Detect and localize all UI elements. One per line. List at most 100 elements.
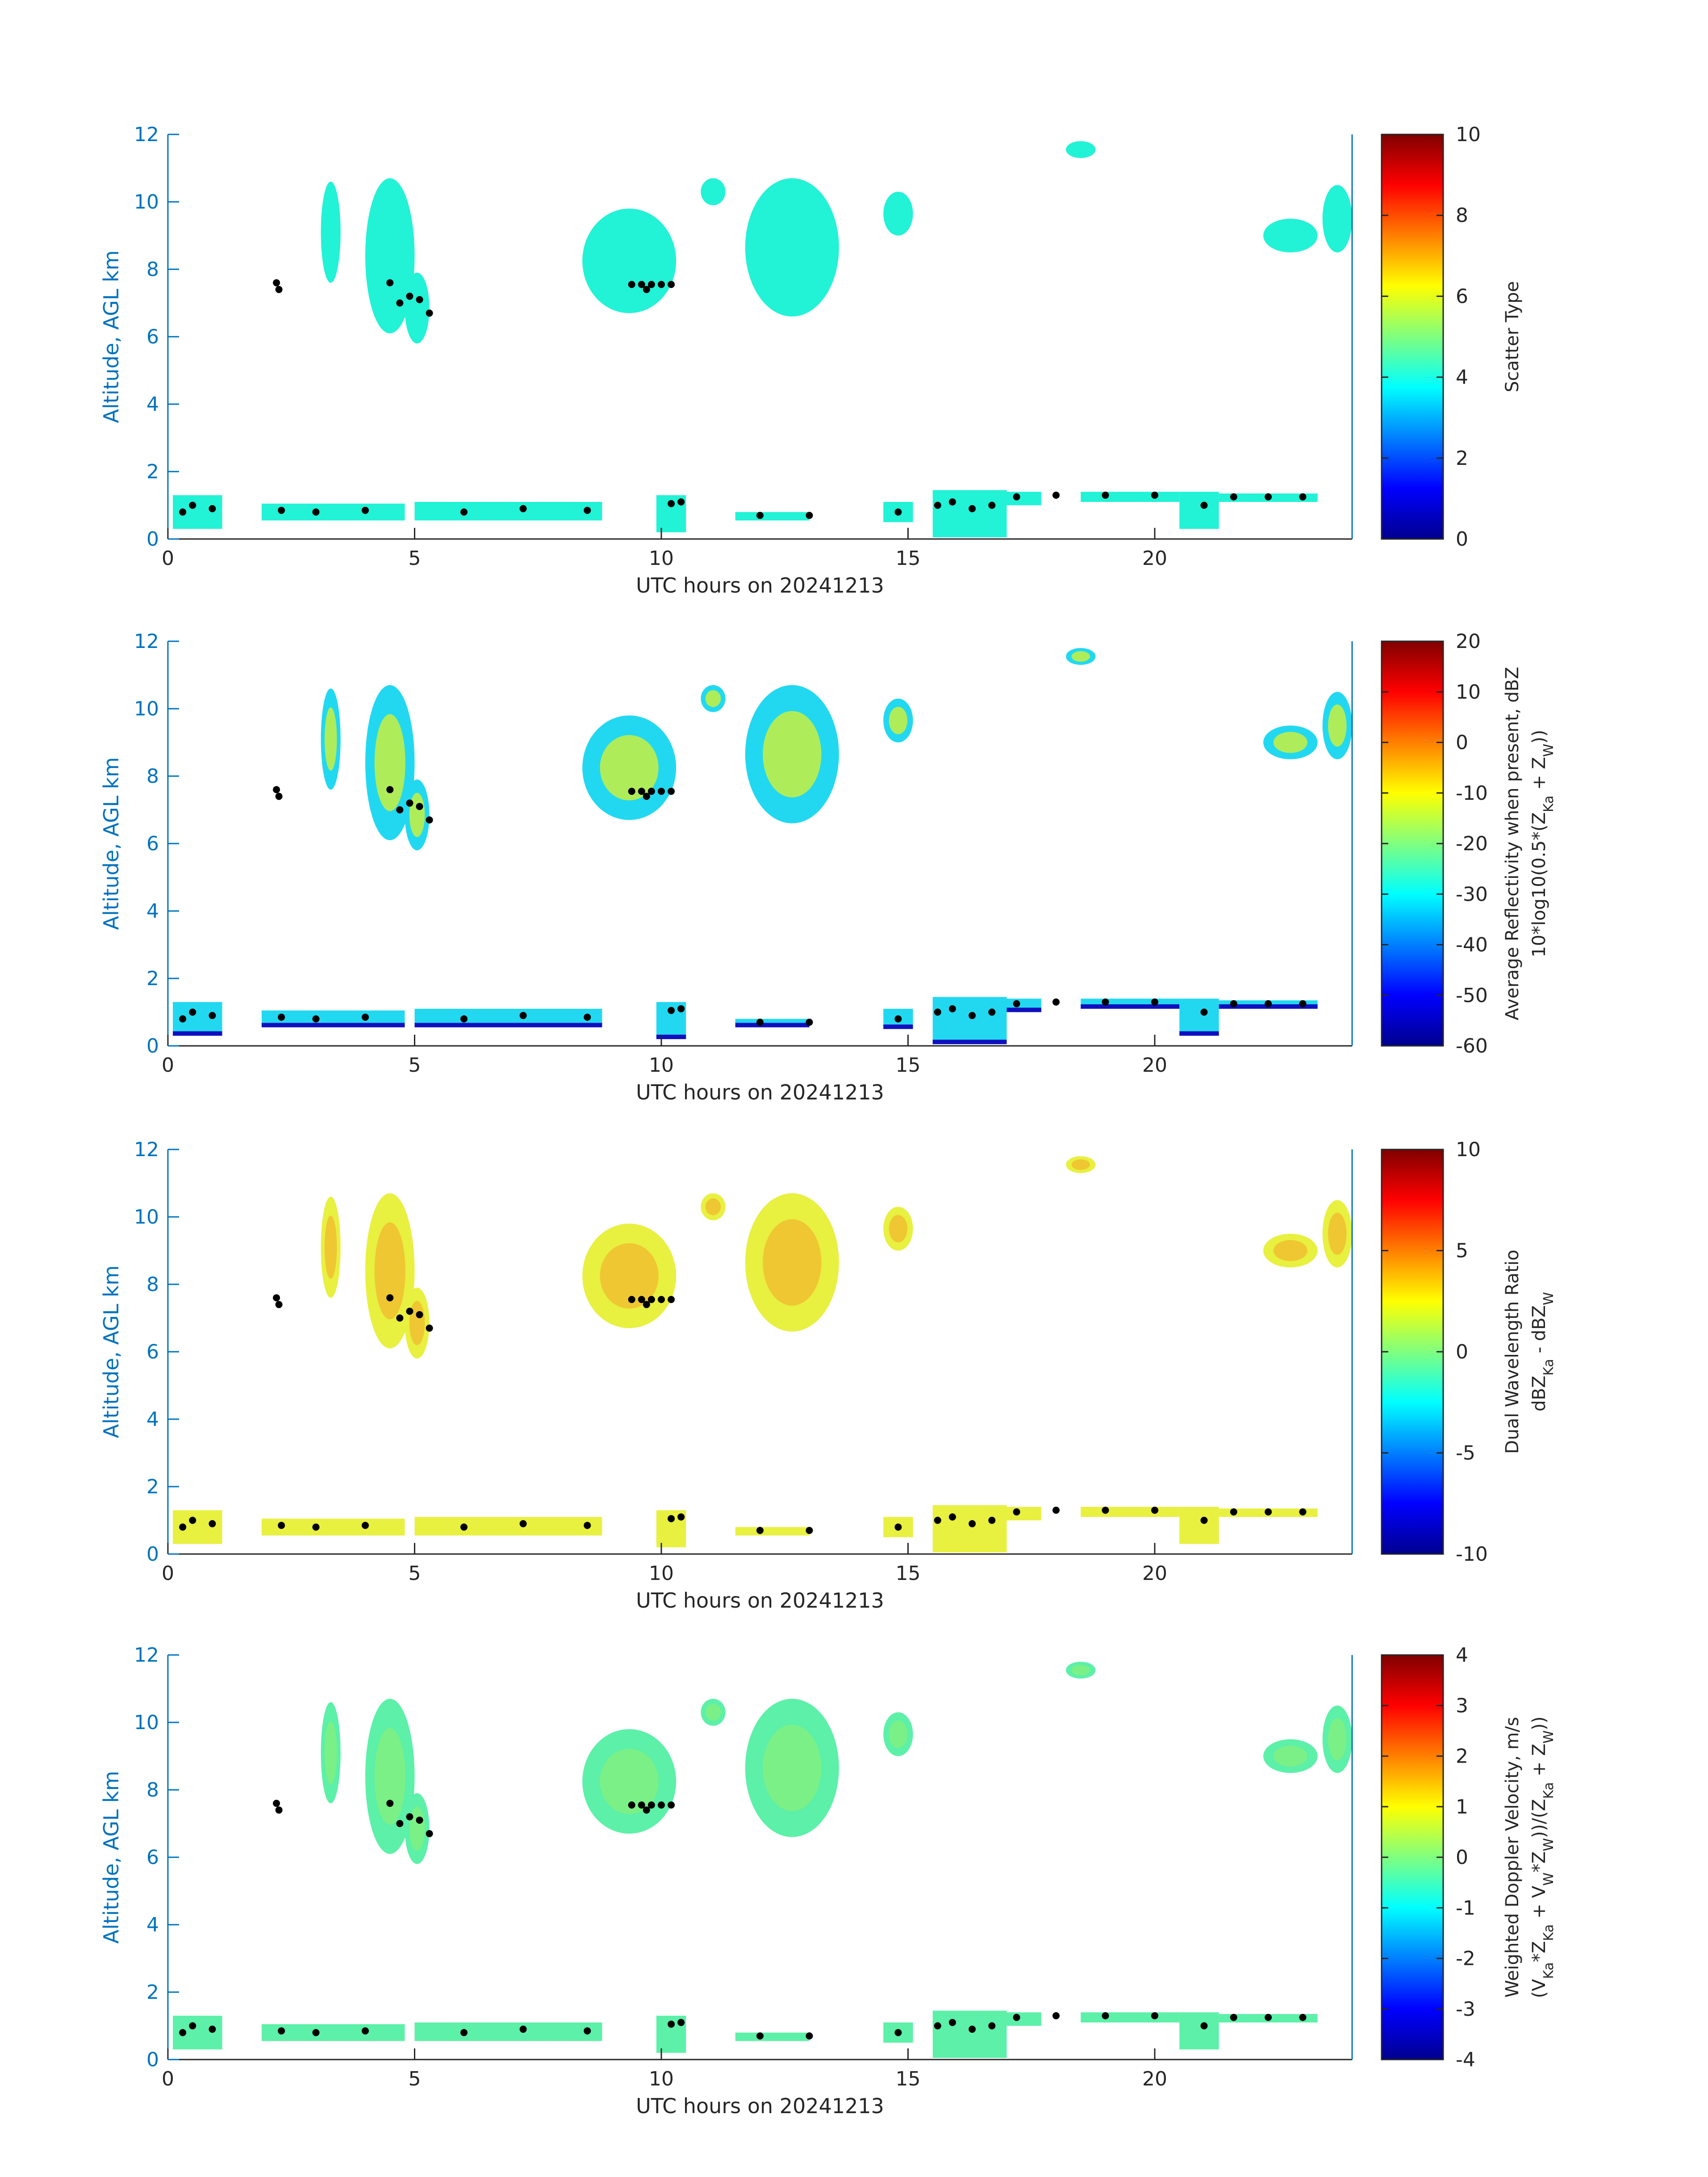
- echo-region: [1263, 218, 1318, 253]
- echo-core: [1328, 1718, 1347, 1760]
- echo-core: [600, 1243, 659, 1309]
- y-tick-label: 8: [146, 1779, 159, 1801]
- cloud-base-marker: [275, 1806, 283, 1814]
- cloud-base-marker: [1013, 2014, 1020, 2021]
- x-tick-label: 5: [409, 1562, 421, 1585]
- echo-core: [374, 714, 405, 811]
- colorbar-label: Average Reflectivity when present, dBZ: [1502, 667, 1523, 1020]
- echo-region: [1081, 2012, 1180, 2022]
- x-tick-label: 10: [649, 2068, 674, 2090]
- x-tick-label: 5: [409, 1054, 421, 1077]
- echo-core: [889, 1215, 908, 1243]
- cloud-base-marker: [278, 506, 285, 514]
- y-tick-label: 10: [134, 698, 159, 720]
- cloud-base-marker: [416, 1311, 423, 1318]
- cloud-base-marker: [362, 506, 369, 514]
- echo-region: [261, 503, 405, 521]
- echo-region: [321, 181, 341, 283]
- echo-region: [365, 178, 415, 334]
- y-tick-label: 4: [146, 900, 159, 923]
- cloud-base-marker: [638, 1295, 645, 1303]
- cloud-base-marker: [948, 1513, 956, 1521]
- cloud-base-marker: [668, 1801, 675, 1809]
- cloud-base-marker: [386, 1800, 394, 1807]
- cloud-base-marker: [806, 1019, 813, 1026]
- cloud-base-marker: [894, 1015, 902, 1023]
- cloud-base-marker: [406, 1308, 413, 1315]
- cloud-base-marker: [643, 286, 650, 293]
- x-tick-label: 0: [162, 547, 174, 570]
- cloud-base-marker: [584, 2027, 591, 2035]
- echo-core: [705, 1704, 721, 1721]
- label-part: dBZ: [1529, 1376, 1549, 1412]
- cloud-base-marker: [628, 1801, 635, 1809]
- colorbar-tick-label: -2: [1456, 1947, 1475, 1970]
- label-part: Average Reflectivity when present, dBZ: [1502, 667, 1523, 1020]
- echo-core: [763, 1725, 822, 1811]
- echo-region: [1322, 185, 1353, 253]
- cloud-base-marker: [519, 2026, 527, 2033]
- cloud-base-marker: [584, 1521, 591, 1529]
- echo-core: [1328, 1212, 1347, 1255]
- echo-core: [324, 707, 337, 771]
- echo-core: [324, 1721, 337, 1784]
- colorbar-tick-label: 8: [1456, 204, 1468, 227]
- cloud-base-marker: [668, 1295, 675, 1303]
- cloud-base-marker: [647, 787, 655, 795]
- cloud-base-marker: [668, 2020, 675, 2028]
- cloud-base-marker: [894, 1523, 902, 1531]
- cloud-base-marker: [362, 2027, 369, 2035]
- y-tick-label: 6: [146, 326, 159, 348]
- cloud-base-marker: [1230, 493, 1237, 501]
- colorbar-tick-label: -30: [1456, 883, 1488, 906]
- label-part: + Z: [1529, 1743, 1549, 1782]
- colorbar-label: Scatter Type: [1502, 281, 1523, 393]
- label-part: + V: [1529, 1885, 1549, 1924]
- cloud-base-marker: [1052, 2012, 1060, 2019]
- subscript: Ka: [1541, 795, 1557, 812]
- echo-core: [1071, 651, 1090, 662]
- cloud-base-marker: [647, 280, 655, 288]
- cloud-base-marker: [658, 1801, 665, 1809]
- colorbar: [1381, 640, 1444, 1047]
- label-part: )): [1529, 730, 1549, 744]
- colorbar: [1381, 1149, 1444, 1555]
- cloud-base-marker: [628, 787, 635, 795]
- echo-edge: [414, 1023, 602, 1028]
- cloud-base-marker: [647, 1295, 655, 1303]
- colorbar-label: Dual Wavelength Ratio: [1502, 1249, 1523, 1454]
- x-tick-label: 10: [649, 1562, 674, 1585]
- cloud-base-marker: [189, 1517, 196, 1524]
- label-part: + Z: [1529, 757, 1549, 795]
- echo-core: [763, 1219, 822, 1306]
- x-axis-label: UTC hours on 20241213: [636, 1588, 884, 1613]
- echo-region: [932, 490, 1007, 538]
- cloud-base-marker: [584, 506, 591, 514]
- cloud-base-marker: [386, 786, 394, 794]
- cloud-base-marker: [406, 1813, 413, 1821]
- colorbar-tick-label: -1: [1456, 1897, 1475, 1919]
- x-tick-label: 20: [1142, 2068, 1167, 2090]
- cloud-base-marker: [273, 786, 280, 794]
- echo-edge: [1179, 1031, 1219, 1036]
- cloud-base-marker: [894, 508, 902, 516]
- echo-core: [409, 793, 425, 837]
- colorbar-tick-label: 4: [1456, 1644, 1468, 1667]
- y-tick-label: 0: [146, 528, 159, 551]
- label-part: *Z: [1529, 1851, 1549, 1872]
- cloud-base-marker: [460, 508, 468, 516]
- y-tick-label: 12: [134, 630, 159, 653]
- cloud-base-marker: [988, 2022, 996, 2030]
- cloud-base-marker: [948, 1005, 956, 1012]
- y-tick-label: 6: [146, 1341, 159, 1363]
- echo-region: [1006, 2012, 1041, 2026]
- y-axis-label: Altitude, AGL km: [99, 250, 123, 423]
- echo-region: [1006, 1507, 1041, 1521]
- cloud-base-marker: [1265, 493, 1272, 501]
- cloud-base-marker: [1230, 2014, 1237, 2021]
- subscript: Ka: [1541, 1359, 1557, 1376]
- cloud-base-marker: [677, 1513, 685, 1521]
- subscript: W: [1541, 1838, 1557, 1851]
- colorbar-tick-label: 10: [1456, 681, 1481, 703]
